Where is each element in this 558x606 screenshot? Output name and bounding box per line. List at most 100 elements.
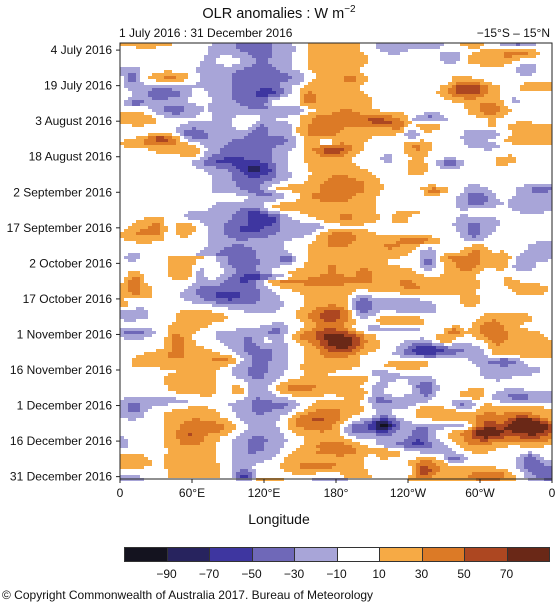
anomaly-cell bbox=[388, 124, 392, 127]
anomaly-cell bbox=[208, 73, 212, 76]
anomaly-cell bbox=[288, 139, 292, 142]
anomaly-cell bbox=[280, 157, 284, 160]
anomaly-cell bbox=[224, 151, 228, 154]
anomaly-cell bbox=[512, 100, 516, 103]
anomaly-cell bbox=[324, 61, 328, 64]
anomaly-cell bbox=[464, 43, 468, 46]
anomaly-cell bbox=[340, 208, 344, 211]
anomaly-cell bbox=[256, 169, 260, 172]
anomaly-cell bbox=[272, 82, 276, 85]
anomaly-cell bbox=[296, 190, 300, 193]
anomaly-cell bbox=[468, 76, 472, 79]
anomaly-cell bbox=[364, 124, 368, 127]
anomaly-cell bbox=[256, 163, 260, 166]
anomaly-cell bbox=[232, 202, 236, 205]
anomaly-cell bbox=[148, 76, 152, 79]
anomaly-cell bbox=[144, 85, 148, 88]
anomaly-cell bbox=[268, 88, 272, 91]
anomaly-cell bbox=[332, 91, 336, 94]
anomaly-cell bbox=[340, 217, 344, 220]
anomaly-cell bbox=[340, 79, 344, 82]
anomaly-cell bbox=[304, 280, 308, 283]
anomaly-cell bbox=[320, 268, 324, 271]
anomaly-cell bbox=[332, 88, 336, 91]
anomaly-cell bbox=[268, 70, 272, 73]
anomaly-cell bbox=[320, 67, 324, 70]
anomaly-cell bbox=[124, 115, 128, 118]
anomaly-cell bbox=[348, 118, 352, 121]
anomaly-cell bbox=[452, 100, 456, 103]
anomaly-cell bbox=[376, 121, 380, 124]
anomaly-cell bbox=[136, 229, 140, 232]
anomaly-cell bbox=[388, 160, 392, 163]
anomaly-cell bbox=[416, 133, 420, 136]
anomaly-cell bbox=[300, 76, 304, 79]
anomaly-cell bbox=[344, 151, 348, 154]
anomaly-cell bbox=[408, 277, 412, 280]
anomaly-cell bbox=[488, 232, 492, 235]
anomaly-cell bbox=[364, 130, 368, 133]
anomaly-cell bbox=[228, 82, 232, 85]
anomaly-cell bbox=[308, 160, 312, 163]
anomaly-cell bbox=[304, 94, 308, 97]
anomaly-cell bbox=[340, 97, 344, 100]
anomaly-cell bbox=[176, 265, 180, 268]
anomaly-cell bbox=[356, 94, 360, 97]
anomaly-cell bbox=[440, 94, 444, 97]
anomaly-cell bbox=[544, 184, 548, 187]
anomaly-cell bbox=[324, 130, 328, 133]
anomaly-cell bbox=[332, 61, 336, 64]
anomaly-cell bbox=[228, 49, 232, 52]
anomaly-cell bbox=[340, 151, 344, 154]
anomaly-cell bbox=[272, 229, 276, 232]
anomaly-cell bbox=[244, 109, 248, 112]
anomaly-cell bbox=[484, 55, 488, 58]
anomaly-cell bbox=[312, 283, 316, 286]
anomaly-cell bbox=[280, 247, 284, 250]
anomaly-cell bbox=[256, 244, 260, 247]
anomaly-cell bbox=[428, 262, 432, 265]
anomaly-cell bbox=[228, 67, 232, 70]
anomaly-cell bbox=[304, 265, 308, 268]
anomaly-cell bbox=[412, 280, 416, 283]
anomaly-cell bbox=[268, 193, 272, 196]
anomaly-cell bbox=[340, 274, 344, 277]
anomaly-cell bbox=[452, 94, 456, 97]
anomaly-cell bbox=[240, 193, 244, 196]
anomaly-cell bbox=[252, 94, 256, 97]
anomaly-cell bbox=[224, 148, 228, 151]
anomaly-cell bbox=[240, 55, 244, 58]
anomaly-cell bbox=[144, 145, 148, 148]
anomaly-cell bbox=[524, 283, 528, 286]
anomaly-cell bbox=[252, 223, 256, 226]
anomaly-cell bbox=[312, 196, 316, 199]
anomaly-cell bbox=[296, 223, 300, 226]
anomaly-cell bbox=[216, 175, 220, 178]
anomaly-cell bbox=[180, 85, 184, 88]
anomaly-cell bbox=[184, 274, 188, 277]
anomaly-cell bbox=[484, 145, 488, 148]
anomaly-cell bbox=[476, 202, 480, 205]
anomaly-cell bbox=[496, 97, 500, 100]
anomaly-cell bbox=[332, 187, 336, 190]
anomaly-cell bbox=[360, 241, 364, 244]
anomaly-cell bbox=[208, 58, 212, 61]
anomaly-cell bbox=[292, 277, 296, 280]
anomaly-cell bbox=[280, 46, 284, 49]
anomaly-cell bbox=[280, 136, 284, 139]
anomaly-cell bbox=[280, 253, 284, 256]
anomaly-cell bbox=[404, 124, 408, 127]
anomaly-cell bbox=[480, 85, 484, 88]
anomaly-cell bbox=[304, 160, 308, 163]
anomaly-cell bbox=[448, 256, 452, 259]
anomaly-cell bbox=[356, 178, 360, 181]
anomaly-cell bbox=[228, 232, 232, 235]
anomaly-cell bbox=[328, 241, 332, 244]
anomaly-cell bbox=[184, 259, 188, 262]
anomaly-cell bbox=[432, 193, 436, 196]
anomaly-cell bbox=[452, 283, 456, 286]
anomaly-cell bbox=[136, 274, 140, 277]
anomaly-cell bbox=[332, 184, 336, 187]
anomaly-cell bbox=[416, 151, 420, 154]
anomaly-cell bbox=[264, 190, 268, 193]
